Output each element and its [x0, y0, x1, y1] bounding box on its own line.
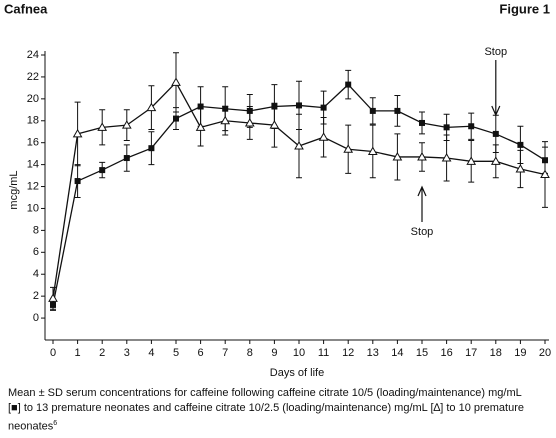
y-tick-label: 18: [27, 115, 39, 127]
marker: [394, 107, 401, 114]
marker: [466, 156, 477, 165]
marker: [441, 153, 452, 162]
caption: Mean ± SD serum concentrations for caffe…: [8, 386, 553, 435]
marker: [294, 140, 304, 150]
x-tick-label: 5: [173, 347, 179, 359]
marker: [148, 145, 155, 152]
x-tick-label: 3: [124, 347, 130, 359]
marker: [244, 117, 255, 127]
y-tick-label: 4: [33, 268, 39, 280]
x-axis-label: Days of life: [270, 367, 324, 379]
y-tick-label: 20: [27, 93, 39, 105]
marker: [369, 107, 376, 114]
x-tick-label: 18: [490, 347, 502, 359]
annotation-arrow: [491, 60, 501, 117]
marker: [320, 104, 327, 111]
marker: [269, 120, 280, 129]
x-tick-label: 8: [247, 347, 253, 359]
caption-ref: 6: [53, 420, 58, 427]
y-tick-label: 6: [33, 246, 39, 258]
x-tick-label: 6: [198, 347, 204, 359]
marker: [417, 151, 427, 161]
y-axis-label: mcg/mL: [8, 170, 20, 209]
x-tick-label: 15: [416, 347, 428, 359]
x-tick-label: 0: [50, 347, 56, 359]
marker: [392, 151, 403, 161]
marker: [195, 122, 206, 131]
x-tick-label: 19: [514, 347, 526, 359]
y-tick-label: 2: [33, 290, 39, 302]
y-tick-label: 16: [27, 137, 39, 149]
marker: [540, 169, 550, 178]
x-tick-label: 10: [293, 347, 305, 359]
x-tick-label: 4: [148, 347, 154, 359]
header-right: Figure 1: [499, 1, 550, 16]
x-tick-label: 1: [75, 347, 81, 359]
marker: [367, 146, 378, 155]
marker: [517, 141, 524, 148]
x-tick-label: 12: [342, 347, 354, 359]
y-tick-label: 22: [27, 71, 39, 83]
x-tick-label: 11: [318, 347, 329, 359]
marker: [173, 115, 179, 122]
y-tick-label: 0: [33, 312, 39, 324]
marker: [99, 167, 106, 174]
caption-line: neonates: [8, 420, 54, 433]
x-tick-label: 9: [271, 347, 277, 359]
marker: [97, 122, 108, 131]
y-tick-label: 14: [27, 159, 39, 171]
x-tick-label: 16: [440, 347, 452, 359]
marker: [48, 293, 58, 302]
y-tick-label: 12: [27, 180, 39, 192]
marker: [515, 163, 526, 173]
annotation-arrow: [417, 185, 427, 222]
marker: [419, 119, 425, 126]
chart: Cafnea Figure 1 Days of life mcg/mL 0246…: [4, 1, 551, 379]
marker: [492, 130, 499, 137]
x-tick-label: 7: [222, 347, 228, 359]
marker: [74, 178, 81, 185]
x-tick-label: 13: [367, 347, 379, 359]
y-tick-label: 24: [27, 49, 39, 61]
marker: [345, 81, 352, 88]
marker: [318, 132, 329, 141]
header-left: Cafnea: [4, 1, 48, 16]
x-tick-label: 17: [465, 347, 477, 359]
marker: [443, 124, 450, 131]
marker: [123, 155, 130, 162]
marker: [121, 120, 132, 129]
y-tick-label: 10: [27, 202, 39, 214]
marker: [220, 115, 231, 125]
annotation: Stop: [411, 226, 434, 238]
x-tick-label: 2: [99, 347, 105, 359]
y-tick-label: 8: [33, 224, 39, 236]
caption-line: Mean ± SD serum concentrations for caffe…: [8, 387, 522, 399]
marker: [197, 103, 204, 110]
x-tick-label: 20: [539, 347, 551, 359]
marker: [296, 102, 302, 109]
marker: [72, 128, 83, 138]
marker: [171, 77, 181, 86]
x-tick-label: 14: [391, 347, 403, 359]
caption-line: [■] to 13 premature neonates and caffein…: [8, 402, 525, 414]
marker: [343, 144, 354, 153]
marker: [468, 123, 475, 130]
marker: [490, 156, 501, 165]
marker: [146, 102, 157, 112]
annotation: Stop: [484, 46, 507, 58]
